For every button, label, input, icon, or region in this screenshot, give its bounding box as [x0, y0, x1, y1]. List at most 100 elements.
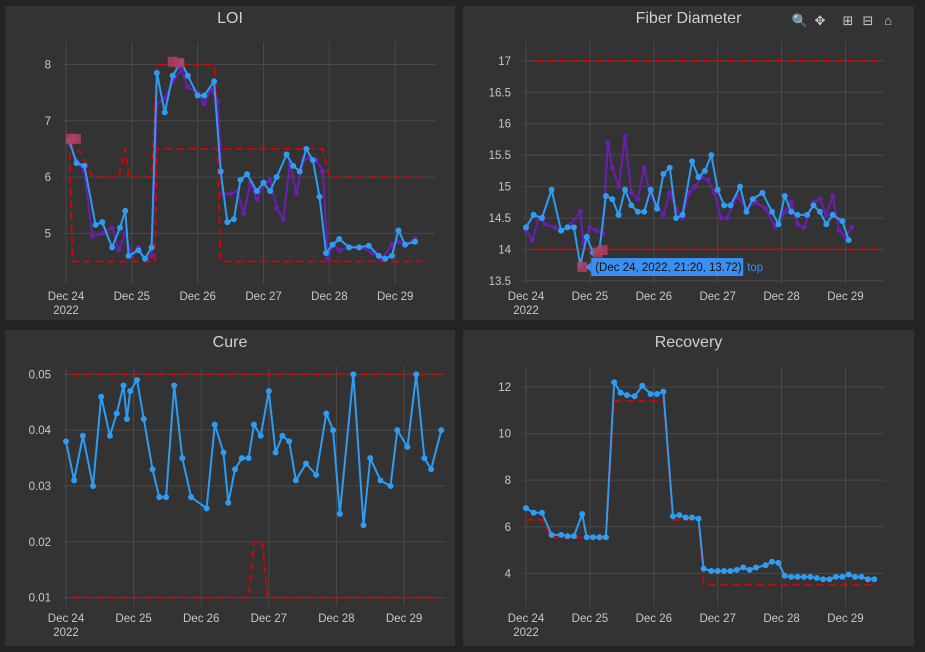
measured-point[interactable] — [602, 193, 609, 199]
highlight-marker[interactable] — [70, 133, 81, 144]
measured-point[interactable] — [676, 512, 683, 519]
measured-point[interactable] — [395, 227, 402, 234]
trend-point[interactable] — [577, 209, 583, 215]
measured-point[interactable] — [660, 171, 667, 177]
trend-point[interactable] — [99, 230, 105, 236]
measured-point[interactable] — [267, 188, 274, 195]
measured-point[interactable] — [303, 145, 310, 152]
measured-point[interactable] — [273, 174, 280, 181]
measured-point[interactable] — [602, 534, 609, 541]
measured-point[interactable] — [530, 509, 537, 516]
trend-point[interactable] — [622, 133, 628, 139]
measured-point[interactable] — [714, 568, 721, 575]
measured-point[interactable] — [749, 196, 756, 203]
measured-point[interactable] — [113, 410, 120, 417]
measured-point[interactable] — [689, 158, 696, 165]
measured-point[interactable] — [813, 575, 820, 582]
trend-point[interactable] — [795, 221, 801, 227]
trend-point[interactable] — [849, 224, 855, 230]
trend-point[interactable] — [823, 212, 829, 218]
measured-point[interactable] — [402, 241, 409, 248]
trend-point[interactable] — [389, 242, 395, 248]
measured-point[interactable] — [753, 564, 760, 571]
measured-point[interactable] — [179, 455, 186, 462]
measured-point[interactable] — [714, 186, 721, 193]
measured-point[interactable] — [73, 160, 80, 166]
measured-point[interactable] — [538, 509, 545, 516]
trend-point[interactable] — [178, 67, 184, 73]
measured-point[interactable] — [634, 208, 641, 215]
measured-point[interactable] — [116, 224, 123, 231]
fiber-diameter-plot[interactable]: Dec 24 2022 Dec 25 Dec 26 Dec 27 Dec 28 Dec 29… — [463, 6, 914, 320]
measured-point[interactable] — [230, 216, 237, 223]
measured-point[interactable] — [794, 573, 801, 580]
trend-point[interactable] — [116, 247, 122, 253]
measured-point[interactable] — [800, 573, 807, 580]
measured-point[interactable] — [245, 455, 252, 462]
trend-point[interactable] — [241, 211, 247, 217]
measured-point[interactable] — [858, 573, 865, 580]
measured-point[interactable] — [669, 513, 676, 520]
measured-point[interactable] — [775, 559, 782, 566]
trend-point[interactable] — [628, 190, 634, 196]
trend-point[interactable] — [801, 224, 807, 230]
measured-point[interactable] — [244, 171, 251, 178]
measured-point[interactable] — [313, 471, 320, 478]
measured-point[interactable] — [387, 483, 394, 489]
measured-point[interactable] — [92, 221, 99, 228]
measured-point[interactable] — [382, 255, 389, 262]
measured-point[interactable] — [309, 157, 316, 164]
trend-point[interactable] — [267, 177, 273, 183]
measured-point[interactable] — [622, 186, 629, 193]
measured-point[interactable] — [220, 449, 227, 456]
measured-point[interactable] — [810, 202, 817, 209]
measured-point[interactable] — [737, 183, 744, 190]
measured-point[interactable] — [816, 208, 823, 215]
measured-point[interactable] — [203, 505, 210, 512]
highlight-marker[interactable] — [167, 56, 178, 67]
highlight-marker[interactable] — [597, 245, 608, 256]
measured-point[interactable] — [377, 477, 384, 484]
trend-point[interactable] — [396, 239, 402, 245]
measured-point[interactable] — [413, 371, 420, 378]
measured-point[interactable] — [171, 382, 178, 389]
measured-point[interactable] — [708, 568, 715, 575]
measured-point[interactable] — [641, 208, 648, 215]
trend-point[interactable] — [336, 247, 342, 253]
measured-point[interactable] — [323, 250, 330, 257]
loi-plot[interactable]: Dec 24 2022 Dec 25 Dec 26 Dec 27 Dec 28 Dec 29… — [5, 6, 455, 320]
measured-point[interactable] — [188, 494, 195, 501]
measured-point[interactable] — [149, 466, 156, 473]
measured-point[interactable] — [781, 572, 788, 579]
measured-point[interactable] — [826, 576, 833, 583]
measured-point[interactable] — [232, 466, 239, 473]
measured-point[interactable] — [660, 388, 667, 395]
measured-point[interactable] — [122, 207, 129, 214]
measured-point[interactable] — [628, 202, 635, 209]
trend-point[interactable] — [641, 165, 647, 171]
measured-point[interactable] — [864, 576, 871, 583]
trend-point[interactable] — [593, 228, 599, 234]
trend-point[interactable] — [782, 209, 788, 215]
measured-point[interactable] — [272, 449, 279, 456]
measured-point[interactable] — [237, 176, 244, 183]
trend-point[interactable] — [185, 84, 191, 90]
trend-point[interactable] — [280, 216, 286, 222]
measured-point[interactable] — [316, 193, 323, 200]
measured-point[interactable] — [852, 573, 859, 580]
trend-point[interactable] — [228, 191, 234, 197]
measured-point[interactable] — [98, 393, 105, 400]
measured-point[interactable] — [639, 382, 646, 389]
measured-point[interactable] — [253, 188, 260, 195]
measured-point[interactable] — [871, 576, 878, 583]
measured-point[interactable] — [238, 455, 245, 462]
measured-point[interactable] — [829, 211, 836, 218]
measured-point[interactable] — [71, 477, 78, 484]
measured-point[interactable] — [845, 237, 852, 243]
trend-point[interactable] — [542, 221, 548, 227]
measured-point[interactable] — [336, 510, 343, 517]
measured-point[interactable] — [135, 247, 142, 254]
measured-point[interactable] — [727, 568, 734, 575]
measured-point[interactable] — [438, 427, 445, 434]
measured-point[interactable] — [647, 390, 654, 397]
